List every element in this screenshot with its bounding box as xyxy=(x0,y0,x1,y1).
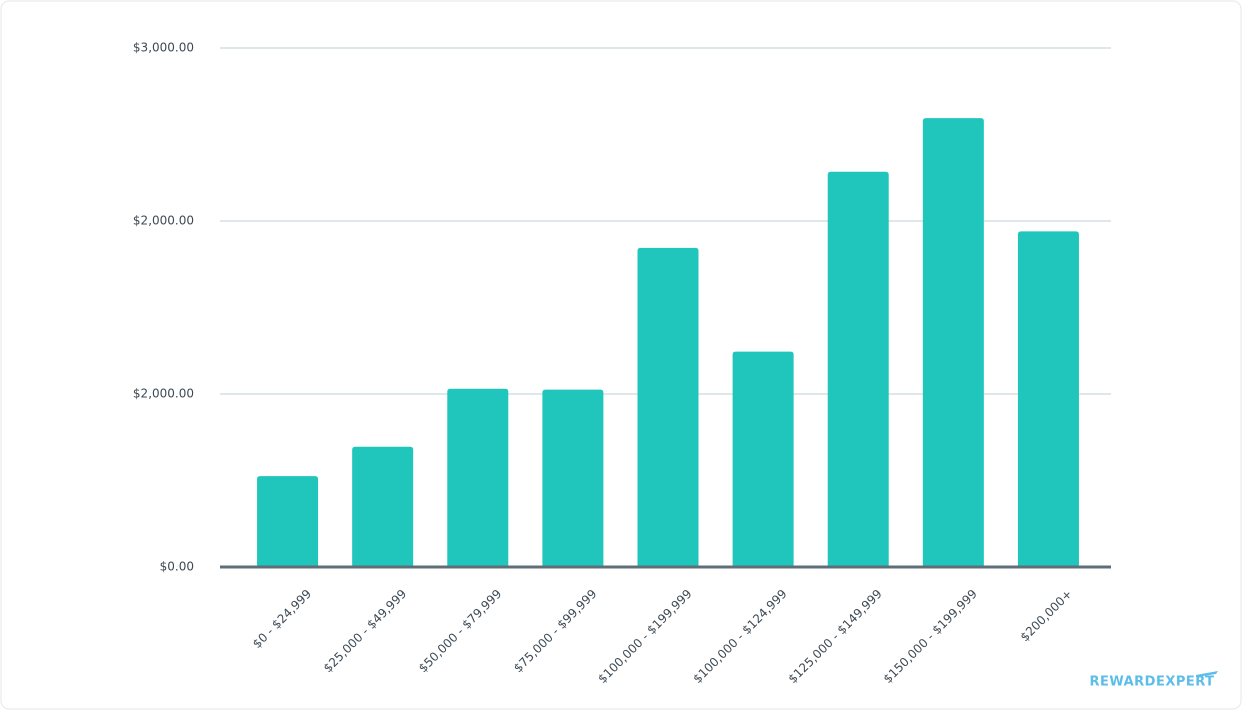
bar xyxy=(1017,231,1079,567)
y-tick-label: $2,000.00 xyxy=(133,387,194,401)
bar xyxy=(732,351,794,567)
bar xyxy=(542,389,604,567)
y-tick-label: $2,000.00 xyxy=(133,214,194,228)
bar xyxy=(922,118,984,567)
bar xyxy=(447,388,509,567)
bar xyxy=(352,446,414,567)
bar xyxy=(637,247,699,567)
brand-logo: REWARDEXPERT xyxy=(1089,675,1214,690)
bar xyxy=(257,476,319,567)
y-tick-label: $3,000.00 xyxy=(133,41,194,55)
logo-plane xyxy=(1196,671,1218,677)
bar xyxy=(827,171,889,567)
y-tick-label: $0.00 xyxy=(160,560,194,574)
